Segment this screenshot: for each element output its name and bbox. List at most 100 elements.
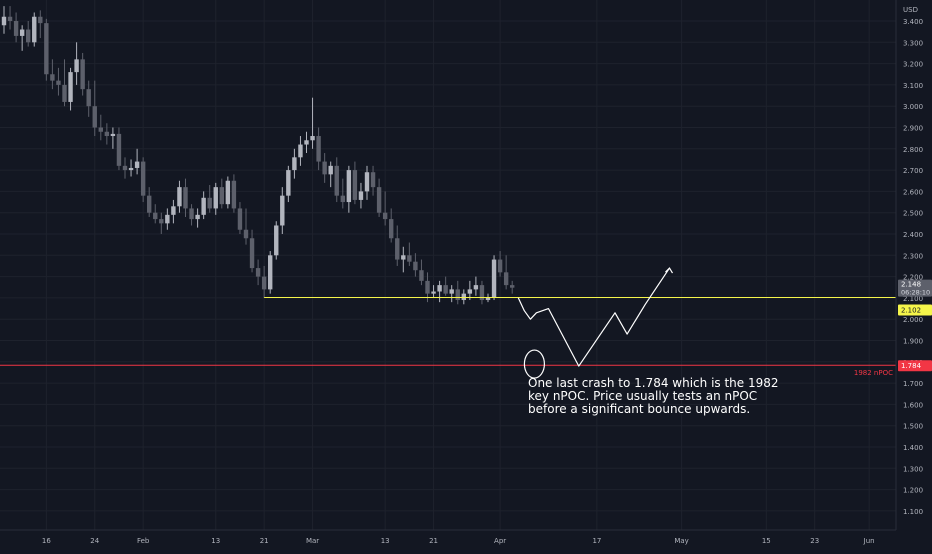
time-axis[interactable]	[0, 529, 932, 550]
candle	[346, 165, 352, 213]
candle	[352, 161, 358, 205]
candle-body	[122, 165, 128, 171]
candle-body	[38, 16, 43, 24]
candle-body	[389, 219, 394, 239]
candle-body	[401, 255, 406, 260]
candle-body	[249, 238, 255, 269]
time-tick-label: Jun	[863, 537, 875, 545]
time-tick-label: 21	[260, 537, 269, 545]
candle	[177, 180, 182, 213]
candle-body	[171, 206, 176, 215]
candle	[491, 255, 497, 301]
candle-body	[358, 191, 364, 200]
candle-body	[419, 270, 424, 281]
candle	[32, 12, 37, 47]
price-tick-label: 2.200	[903, 274, 923, 282]
candle	[38, 10, 43, 39]
candle	[7, 6, 13, 30]
candle	[395, 225, 400, 266]
candle-body	[219, 187, 224, 205]
time-tick-label: 13	[211, 537, 220, 545]
price-tick-label: 2.100	[903, 295, 923, 303]
price-tick-label: 2.700	[903, 167, 923, 175]
candle	[19, 25, 25, 51]
price-tick-label: 2.400	[903, 231, 923, 239]
candle	[292, 148, 297, 179]
candle	[334, 157, 339, 203]
projection-path	[517, 267, 670, 367]
candle	[13, 12, 19, 43]
price-axis[interactable]: USD	[895, 0, 932, 550]
candle	[310, 97, 315, 149]
candle-body	[50, 74, 55, 81]
candle	[201, 191, 206, 220]
candle	[195, 208, 200, 228]
candle	[249, 229, 255, 273]
candle-body	[231, 180, 237, 209]
candle	[128, 159, 134, 177]
price-tick-label: 1.500	[903, 423, 923, 431]
candle-body	[98, 127, 103, 132]
candle	[455, 280, 460, 305]
candle-body	[134, 161, 140, 168]
candle-body	[407, 255, 412, 262]
support-level-badge: 2.102	[898, 304, 932, 316]
candle	[479, 280, 485, 305]
candle	[376, 178, 382, 217]
candles	[1, 6, 515, 305]
projection-arrowhead	[665, 267, 674, 274]
candle	[153, 204, 158, 224]
candle-body	[189, 208, 194, 220]
candle	[510, 280, 515, 294]
candle-body	[352, 170, 358, 200]
candle-body	[316, 136, 321, 162]
candle	[322, 153, 327, 183]
candle-body	[455, 289, 460, 301]
candle-body	[268, 255, 273, 290]
candle-body	[7, 16, 13, 21]
candle	[134, 148, 140, 175]
npoc-line-label: 1982 nPOC	[854, 369, 893, 377]
price-tick-label: 1.700	[903, 380, 923, 388]
candle	[298, 136, 303, 166]
bar-countdown: 06:28:10	[901, 289, 930, 297]
price-tick-label: 2.600	[903, 188, 923, 196]
candle	[274, 221, 279, 260]
candle-body	[443, 285, 448, 294]
candle-body	[413, 261, 418, 271]
candle	[419, 259, 424, 286]
time-tick-label: 16	[42, 537, 51, 545]
candle	[328, 161, 333, 188]
candle-body	[431, 291, 436, 294]
price-tick-label: 1.200	[903, 487, 923, 495]
price-tick-label: 3.100	[903, 82, 923, 90]
candle-body	[177, 187, 182, 207]
price-tick-label: 3.200	[903, 61, 923, 69]
annotation-line-1: One last crash to 1.784 which is the 198…	[528, 376, 779, 390]
time-tick-label: 17	[592, 537, 601, 545]
candle	[1, 6, 7, 34]
support-level-value: 2.102	[901, 306, 921, 314]
candle-body	[461, 293, 466, 301]
price-tick-label: 2.000	[903, 316, 923, 324]
time-tick-label: 24	[90, 537, 99, 545]
candle-body	[376, 187, 382, 213]
candle	[370, 165, 376, 196]
candle	[461, 289, 466, 305]
candle	[68, 67, 73, 111]
last-price-value: 2.148	[901, 281, 921, 289]
price-tick-label: 2.800	[903, 146, 923, 154]
price-tick-label: 1.600	[903, 401, 923, 409]
candle-body	[140, 161, 146, 196]
candle-body	[243, 229, 249, 239]
candle-body	[68, 72, 73, 102]
time-tick-label: 13	[381, 537, 390, 545]
candle	[26, 21, 31, 47]
candle-body	[44, 23, 49, 75]
candle	[140, 157, 146, 203]
candle-body	[19, 29, 25, 36]
candle-body	[346, 170, 352, 203]
